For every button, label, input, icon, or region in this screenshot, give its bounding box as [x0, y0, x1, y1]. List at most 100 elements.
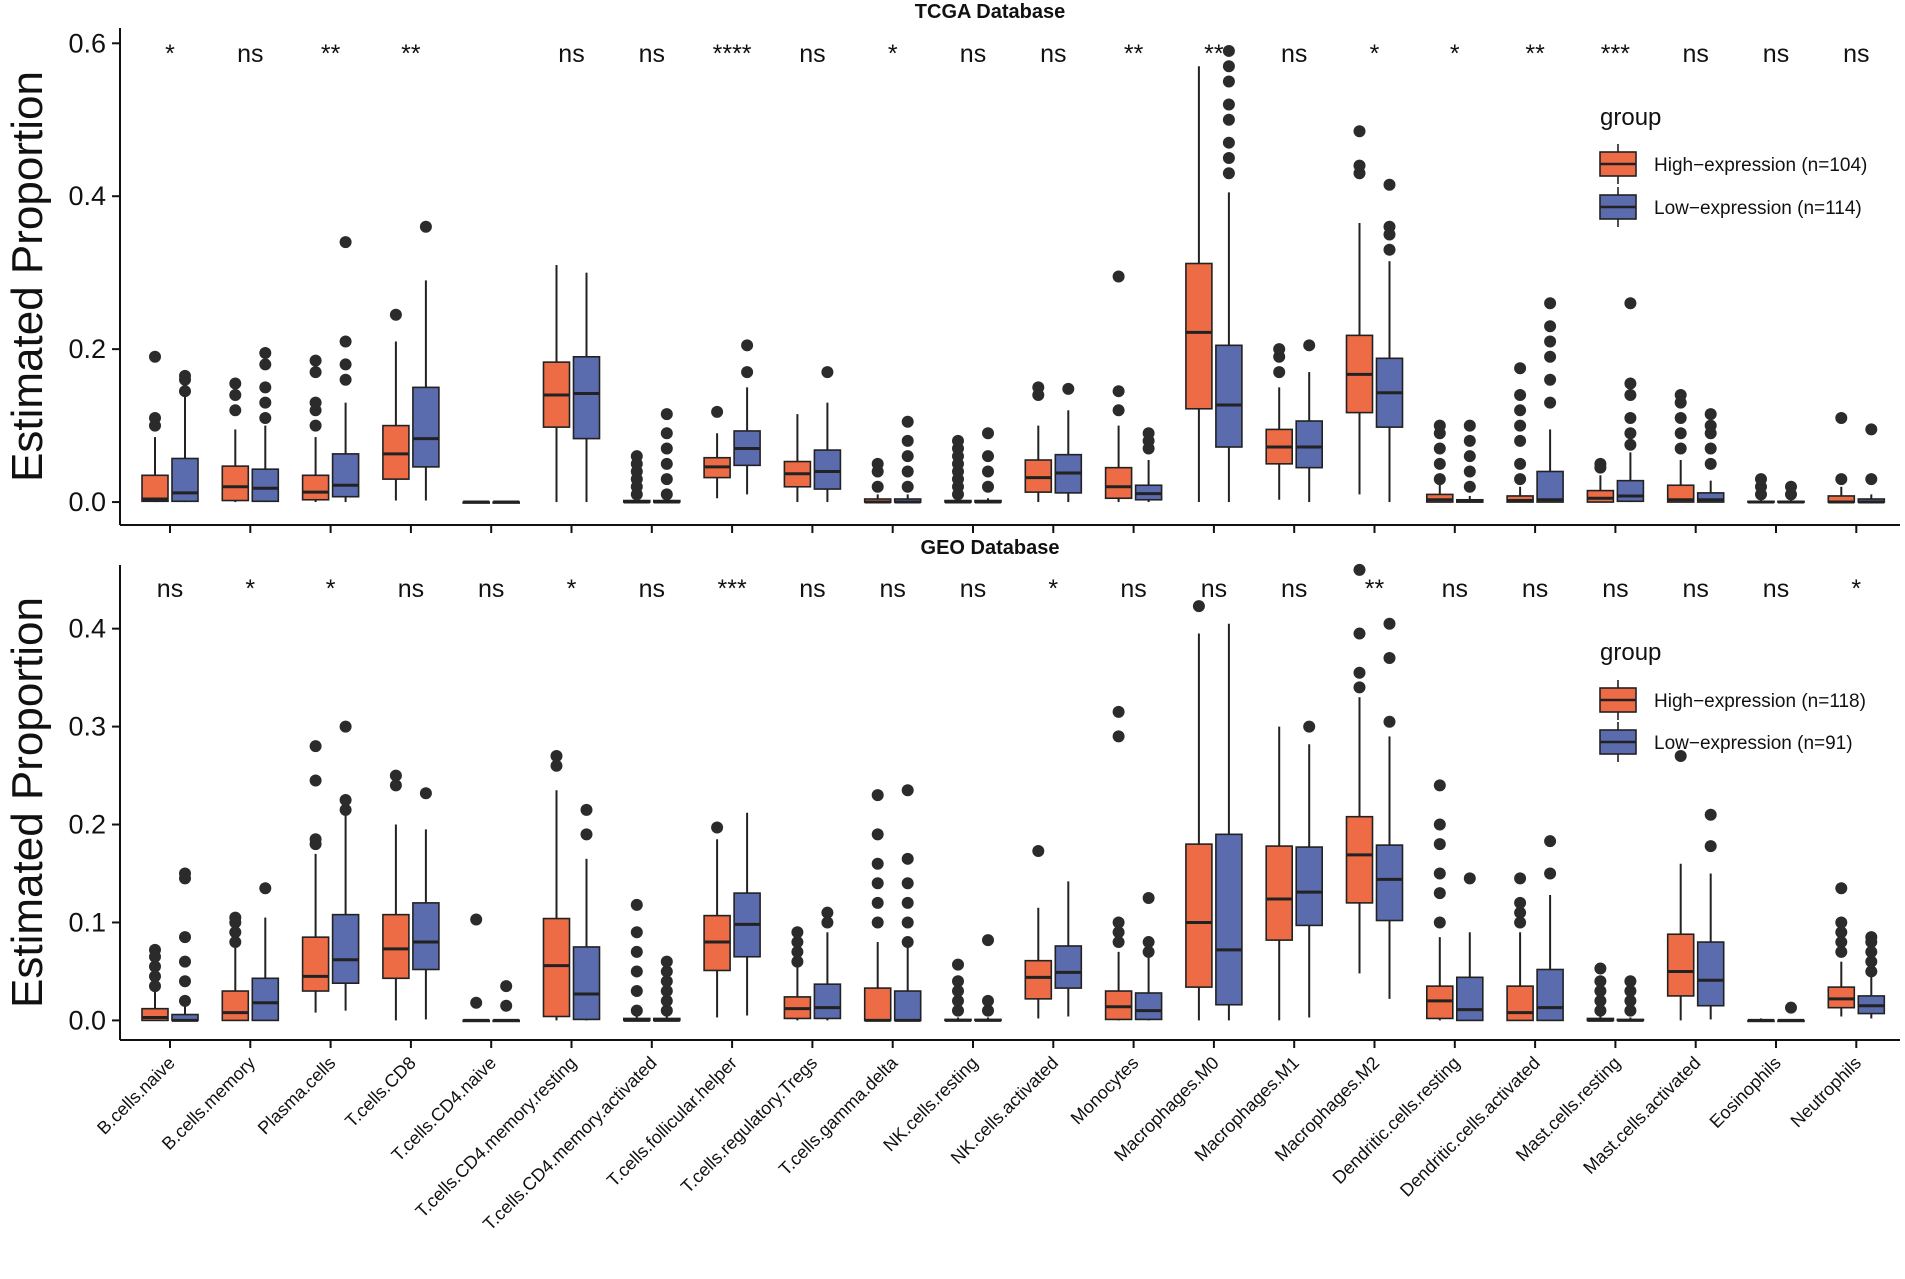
outlier-point: [901, 936, 914, 949]
box-nk-cells-resting-low: [974, 934, 1002, 1022]
legend-key-low: [1599, 722, 1637, 762]
outlier-point: [1032, 381, 1045, 394]
significance-label: ns: [1682, 40, 1708, 68]
outlier-point: [1383, 243, 1396, 256]
outlier-point: [821, 906, 834, 919]
box-t-cells-follicular-helper-high: [703, 405, 731, 499]
legend-key-high: [1599, 144, 1637, 184]
outlier-point: [1624, 377, 1637, 390]
outlier-point: [1674, 749, 1687, 762]
box-iqr: [1456, 976, 1484, 1022]
outlier-point: [580, 803, 593, 816]
y-tick-label: 0.2: [68, 334, 106, 364]
box-b-cells-memory-low: [251, 882, 280, 1022]
legend-entry-label: High−expression (n=118): [1654, 691, 1866, 712]
significance-label: ***: [1601, 40, 1630, 68]
box-iqr: [1104, 466, 1133, 500]
panel-geo: GEO Database Estimated Proportion 0.0 0.1 0.…: [3, 537, 1900, 1048]
outlier-point: [1353, 681, 1366, 694]
outlier-point: [1222, 136, 1235, 149]
outlier-point: [1032, 844, 1045, 857]
outlier-point: [1624, 438, 1637, 451]
box-iqr: [1265, 845, 1293, 941]
significance-label: *: [567, 575, 577, 603]
outlier-point: [179, 369, 191, 382]
box-t-cells-cd4-naive-low: [492, 500, 521, 504]
outlier-point: [500, 999, 513, 1012]
box-iqr: [171, 457, 199, 503]
box-iqr: [1215, 833, 1243, 1006]
outlier-point: [339, 803, 352, 816]
box-plasma-cells-low: [331, 720, 360, 1011]
box-t-cells-cd4-naive-low: [492, 980, 521, 1023]
outlier-point: [1222, 151, 1235, 164]
outlier-point: [1433, 818, 1446, 831]
box-macrophages-m1-high: [1265, 726, 1293, 1021]
outlier-point: [1222, 113, 1235, 126]
box-iqr: [863, 987, 892, 1022]
outlier-point: [309, 774, 322, 787]
box-iqr: [301, 936, 330, 992]
box-dendritic-cells-resting-low: [1456, 419, 1484, 503]
significance-label: *: [1450, 40, 1460, 68]
outlier-point: [1624, 975, 1637, 988]
legend-entry-label: High−expression (n=104): [1654, 155, 1867, 176]
outlier-point: [1514, 404, 1527, 417]
box-neutrophils-low: [1857, 423, 1886, 504]
legend-title: group: [1600, 104, 1661, 131]
significance-label: ns: [1201, 575, 1227, 603]
box-iqr: [221, 465, 250, 502]
outlier-point: [1383, 220, 1396, 233]
legend-entry-label: Low−expression (n=91): [1654, 733, 1853, 754]
significance-label: ns: [799, 575, 825, 603]
box-t-cells-regulatory-tregs-high: [783, 414, 812, 503]
outlier-point: [309, 740, 322, 753]
box-iqr: [1536, 968, 1564, 1022]
outlier-point: [1433, 887, 1446, 900]
outlier-point: [1303, 339, 1316, 352]
box-t-cells-regulatory-tregs-low: [813, 906, 842, 1021]
box-b-cells-naive-high: [141, 943, 169, 1022]
outlier-point: [309, 833, 322, 846]
outlier-point: [179, 931, 191, 944]
x-tick-label: T.cells.CD4.memory.activated: [479, 1053, 661, 1235]
y-tick-label: 0.3: [68, 712, 106, 742]
box-nk-cells-resting-low: [974, 427, 1002, 504]
outlier-point: [791, 945, 804, 958]
outlier-point: [1594, 985, 1607, 998]
box-t-cells-regulatory-tregs-high: [783, 926, 812, 1021]
significance-label: ns: [1843, 40, 1869, 68]
outlier-point: [1222, 75, 1235, 88]
outlier-point: [339, 335, 352, 348]
outlier-point: [1222, 98, 1235, 111]
box-iqr: [382, 424, 410, 480]
outlier-point: [660, 473, 673, 486]
outlier-point: [1222, 44, 1235, 57]
outlier-point: [1544, 320, 1557, 333]
outlier-point: [1112, 705, 1125, 718]
outlier-point: [952, 434, 964, 447]
outlier-point: [1624, 985, 1637, 998]
outlier-point: [1865, 931, 1878, 944]
outlier-point: [1303, 720, 1316, 733]
box-t-cells-cd8-high: [382, 769, 410, 1021]
outlier-point: [470, 996, 483, 1009]
significance-label: ns: [1281, 40, 1307, 68]
box-iqr: [412, 902, 440, 971]
legend-title: group: [1600, 639, 1661, 666]
box-t-cells-cd8-low: [412, 220, 440, 501]
x-tick-label: T.cells.regulatory.Tregs: [677, 1053, 821, 1197]
outlier-point: [1514, 457, 1527, 470]
significance-label: *: [326, 575, 336, 603]
outlier-point: [1383, 178, 1396, 191]
outlier-point: [1865, 473, 1878, 486]
outlier-point: [1514, 419, 1527, 432]
box-dendritic-cells-activated-high: [1506, 362, 1534, 503]
outlier-point: [1514, 473, 1527, 486]
outlier-point: [1463, 419, 1476, 432]
significance-label: *: [1048, 575, 1058, 603]
box-nk-cells-resting-high: [944, 434, 972, 504]
box-iqr: [251, 468, 280, 503]
box-t-cells-cd8-low: [412, 787, 440, 1020]
legend: group High−expression (n=104) Low−expressi…: [1599, 104, 1867, 227]
